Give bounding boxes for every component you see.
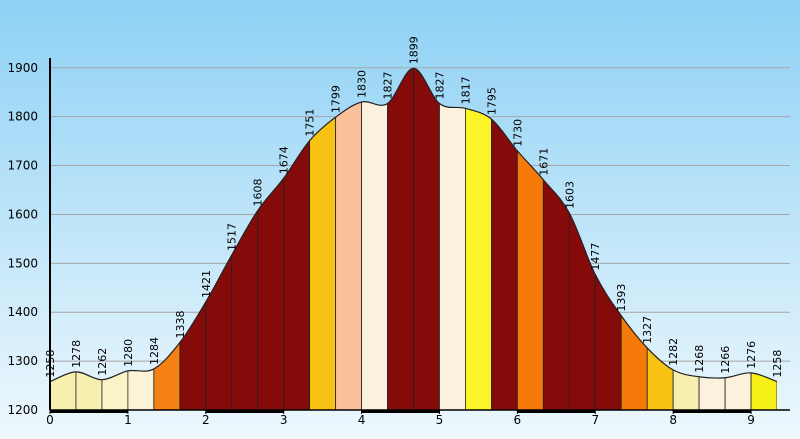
elevation-label: 1817 [459, 76, 472, 104]
elevation-label: 1827 [433, 71, 446, 99]
y-tick-label: 1700 [7, 159, 38, 173]
elevation-label: 1674 [278, 146, 291, 174]
x-tick-label: 5 [436, 413, 444, 427]
elevation-label: 1258 [771, 350, 784, 378]
x-tick-label: 3 [280, 413, 288, 427]
elevation-label: 1266 [719, 346, 732, 374]
y-tick-label: 1800 [7, 110, 38, 124]
elevation-label: 1603 [563, 181, 576, 209]
y-tick-label: 1400 [7, 305, 38, 319]
x-tick-label: 7 [591, 413, 599, 427]
elevation-label: 1282 [667, 338, 680, 366]
elevation-label: 1280 [122, 339, 135, 367]
elevation-label: 1795 [485, 87, 498, 115]
profile-segment [465, 68, 492, 411]
x-tick-labels: 0 1 2 3 4 5 6 7 8 9 [46, 413, 755, 427]
x-tick-label: 0 [46, 413, 54, 427]
y-tick-label: 1500 [7, 256, 38, 270]
y-tick-label: 1200 [7, 403, 38, 417]
elevation-label: 1262 [96, 348, 109, 376]
elevation-label: 1421 [200, 270, 213, 298]
elevation-label: 1284 [148, 337, 161, 365]
x-tick-label: 1 [124, 413, 132, 427]
elevation-label: 1276 [745, 341, 758, 369]
elevation-label: 1751 [304, 109, 317, 137]
y-tick-label: 1900 [7, 61, 38, 75]
elevation-label: 1827 [382, 71, 395, 99]
elevation-label: 1393 [615, 284, 628, 312]
profile-outline [49, 67, 778, 383]
x-tick-label: 4 [358, 413, 366, 427]
x-tick-label: 9 [747, 413, 755, 427]
elevation-label: 1327 [641, 316, 654, 344]
y-tick-label: 1600 [7, 207, 38, 221]
distance-bar-segment [50, 410, 128, 413]
distance-bar-segment [673, 410, 752, 413]
elevation-label: 1477 [589, 243, 602, 271]
elevation-label: 1799 [330, 85, 343, 113]
elevation-labels: 1258 1278 1262 1280 1284 1338 1421 1517 1608 1674… [44, 36, 784, 377]
elevation-label: 1730 [511, 119, 524, 147]
elevation-label: 1278 [70, 340, 83, 368]
profile-segment [361, 68, 388, 411]
profile-segment [439, 68, 466, 411]
distance-bar-segment [361, 410, 440, 413]
y-tick-labels: 1200 1300 1400 1500 1600 1700 1800 1900 [7, 61, 38, 417]
elevation-label: 1608 [252, 179, 265, 207]
elevation-label: 1338 [174, 311, 187, 339]
y-tick-label: 1300 [7, 354, 38, 368]
elevation-label: 1671 [537, 148, 550, 176]
elevation-label: 1899 [408, 36, 421, 64]
x-tick-label: 8 [669, 413, 677, 427]
elevation-label: 1830 [356, 70, 369, 98]
axes [49, 58, 790, 414]
elevation-label: 1517 [226, 223, 239, 251]
distance-bar-segment [205, 410, 284, 413]
x-tick-label: 2 [202, 413, 210, 427]
elevation-label: 1268 [693, 345, 706, 373]
distance-bar-segment [517, 410, 596, 413]
x-tick-label: 6 [514, 413, 522, 427]
elevation-label: 1258 [44, 350, 57, 378]
profile-segment [387, 68, 414, 411]
profile-segment [413, 68, 440, 411]
